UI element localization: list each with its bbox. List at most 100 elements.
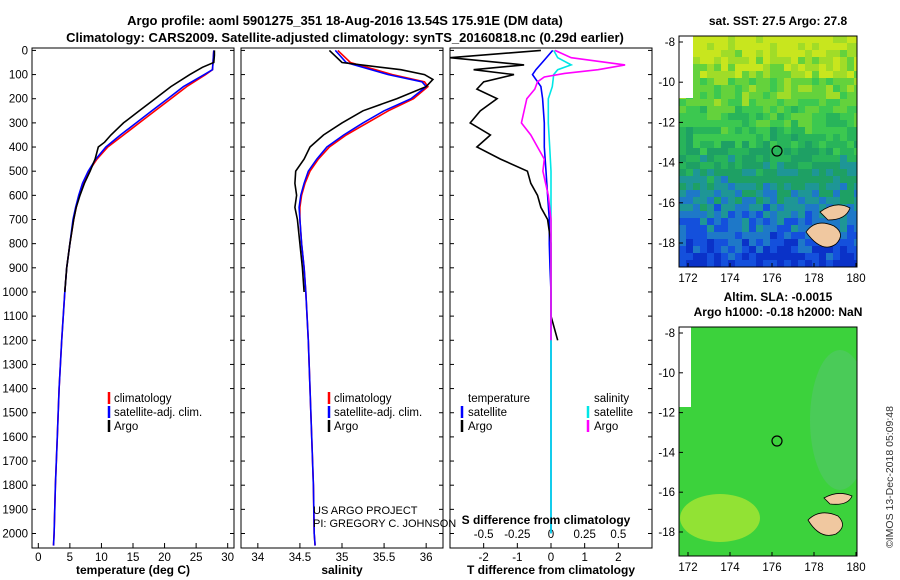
sst-cell [742, 113, 749, 120]
sst-cell [840, 162, 847, 169]
depth-tick-label: 400 [9, 142, 28, 154]
sst-cell [854, 148, 857, 155]
sst-cell [805, 113, 812, 120]
sst-cell [749, 127, 756, 134]
sst-cell [742, 50, 749, 57]
sst-cell [784, 232, 791, 239]
sst-cell [700, 218, 707, 225]
sst-cell [693, 127, 700, 134]
sst-cell [763, 162, 770, 169]
sst-cell [707, 253, 714, 260]
legend-climatology: climatology [114, 393, 172, 405]
sst-cell [735, 113, 742, 120]
sst-cell [721, 176, 728, 183]
legend-satellite-adj: satellite-adj. clim. [334, 407, 422, 419]
sst-cell [756, 169, 763, 176]
sst-cell [784, 169, 791, 176]
depth-tick-label: 1900 [2, 504, 28, 516]
sst-cell [735, 99, 742, 106]
sst-cell [840, 155, 847, 162]
sst-cell [833, 71, 840, 78]
sst-cell [833, 148, 840, 155]
sst-cell [679, 225, 686, 232]
sst-cell [749, 43, 756, 50]
sst-cell [798, 64, 805, 71]
credit-line-1: US ARGO PROJECT [313, 505, 418, 517]
sst-cell [742, 190, 749, 197]
sst-cell [686, 162, 693, 169]
series-line-salinity-argo [520, 49, 626, 341]
sst-cell [679, 155, 686, 162]
sst-cell [854, 232, 857, 239]
sst-cell [840, 232, 847, 239]
sst-cell [854, 211, 857, 218]
sst-cell [854, 197, 857, 204]
sst-cell [707, 85, 714, 92]
sst-map [679, 36, 857, 267]
sst-cell [812, 92, 819, 99]
sst-cell [826, 127, 833, 134]
difference-plot: -2 -1 0 1 2 -0.5 -0.25 0 0.25 0.5 [449, 49, 626, 564]
sst-cell [854, 253, 857, 260]
sst-cell [833, 113, 840, 120]
sst-cell [693, 113, 700, 120]
sst-cell [826, 253, 833, 260]
sst-cell [728, 218, 735, 225]
sst-cell [840, 99, 847, 106]
sst-cell [749, 148, 756, 155]
s-diff-tick-label: 0.25 [573, 529, 595, 541]
sst-cell [847, 246, 854, 253]
sst-cell [791, 106, 798, 113]
t-diff-tick-label: -2 [479, 552, 489, 564]
sst-cell [714, 92, 721, 99]
sst-cell [784, 176, 791, 183]
sst-cell [756, 260, 763, 267]
legend-s-satellite: satellite [594, 407, 633, 419]
island [823, 493, 853, 505]
sst-cell [693, 260, 700, 267]
sst-cell [847, 239, 854, 246]
sst-cell [840, 71, 847, 78]
lat-tick-label: -10 [658, 368, 675, 380]
sst-cell [819, 43, 826, 50]
sst-cell [714, 99, 721, 106]
sst-cell [714, 113, 721, 120]
sst-cell [784, 239, 791, 246]
sst-cell [700, 239, 707, 246]
sst-cell [819, 113, 826, 120]
lat-tick-label: -18 [658, 238, 675, 250]
sst-cell [777, 260, 784, 267]
sst-cell [763, 43, 770, 50]
sst-cell [770, 85, 777, 92]
sst-cell [679, 127, 686, 134]
sst-cell [749, 218, 756, 225]
sst-cell [763, 197, 770, 204]
sst-cell [742, 169, 749, 176]
sst-cell [840, 169, 847, 176]
sst-cell [791, 211, 798, 218]
sst-cell [742, 141, 749, 148]
sst-cell [728, 162, 735, 169]
sst-cell [756, 218, 763, 225]
sst-cell [812, 211, 819, 218]
sst-cell [735, 71, 742, 78]
sst-cell [707, 225, 714, 232]
sst-cell [805, 141, 812, 148]
series-line-argo [64, 50, 216, 293]
sst-cell [847, 162, 854, 169]
lat-tick-label: -8 [665, 37, 675, 49]
sst-cell [833, 50, 840, 57]
sst-cell [756, 197, 763, 204]
sst-cell [742, 232, 749, 239]
sst-cell [707, 148, 714, 155]
sst-cell [833, 246, 840, 253]
depth-tick-label: 1400 [2, 384, 28, 396]
sst-cell [756, 57, 763, 64]
sst-cell [770, 169, 777, 176]
sst-cell [742, 78, 749, 85]
x-tick-label: 25 [190, 552, 203, 564]
sst-cell [735, 162, 742, 169]
sst-cell [798, 204, 805, 211]
sst-cell [826, 99, 833, 106]
sst-cell [679, 211, 686, 218]
